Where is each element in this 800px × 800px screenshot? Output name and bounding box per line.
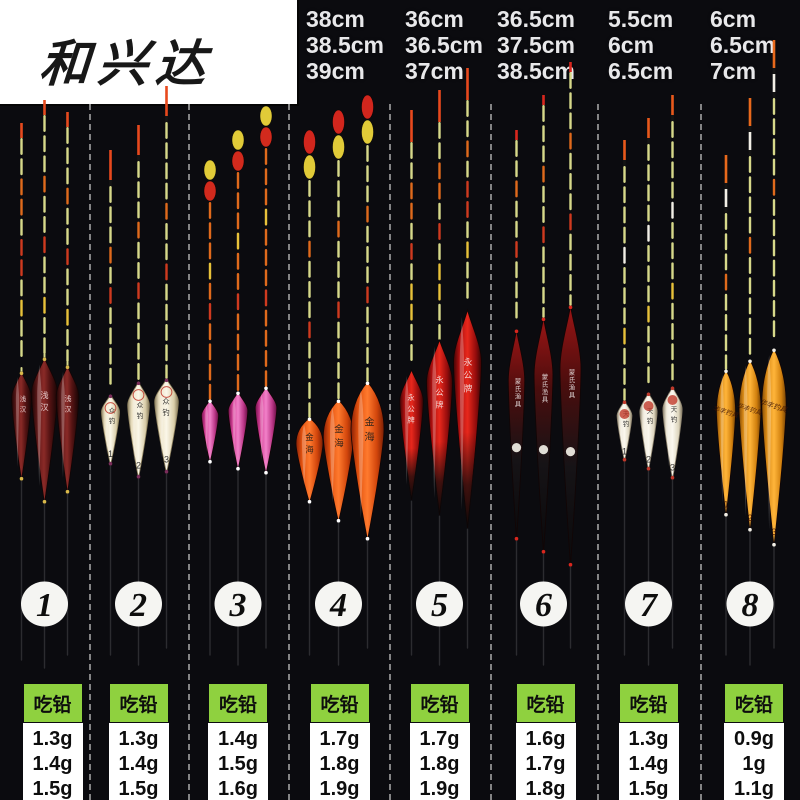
- svg-text:永 公 牌: 永 公 牌: [435, 375, 444, 410]
- svg-text:2: 2: [136, 460, 141, 470]
- svg-text:永 公 牌: 永 公 牌: [407, 393, 416, 425]
- svg-text:金 海: 金 海: [305, 432, 315, 455]
- svg-text:8: 8: [742, 587, 759, 624]
- svg-text:1: 1: [622, 446, 627, 456]
- svg-text:7: 7: [640, 587, 659, 624]
- svg-text:众 钓: 众 钓: [162, 397, 171, 417]
- svg-text:浅 汉: 浅 汉: [40, 390, 49, 412]
- svg-text:浅 汉: 浅 汉: [64, 394, 72, 414]
- svg-text:2: 2: [646, 454, 651, 464]
- svg-text:4: 4: [329, 587, 347, 624]
- svg-text:金 海: 金 海: [333, 424, 344, 449]
- svg-text:1: 1: [723, 499, 728, 509]
- svg-text:5: 5: [431, 587, 448, 624]
- svg-text:2: 2: [747, 513, 752, 523]
- svg-text:6: 6: [535, 587, 552, 624]
- svg-text:2: 2: [129, 587, 147, 624]
- svg-text:1: 1: [108, 449, 113, 459]
- svg-text:1: 1: [36, 587, 53, 624]
- svg-text:3: 3: [670, 462, 675, 472]
- svg-text:金 海: 金 海: [362, 415, 374, 442]
- svg-text:永 公 牌: 永 公 牌: [463, 356, 473, 393]
- svg-text:3: 3: [164, 454, 169, 464]
- svg-text:3: 3: [771, 527, 776, 537]
- svg-text:3: 3: [229, 587, 247, 624]
